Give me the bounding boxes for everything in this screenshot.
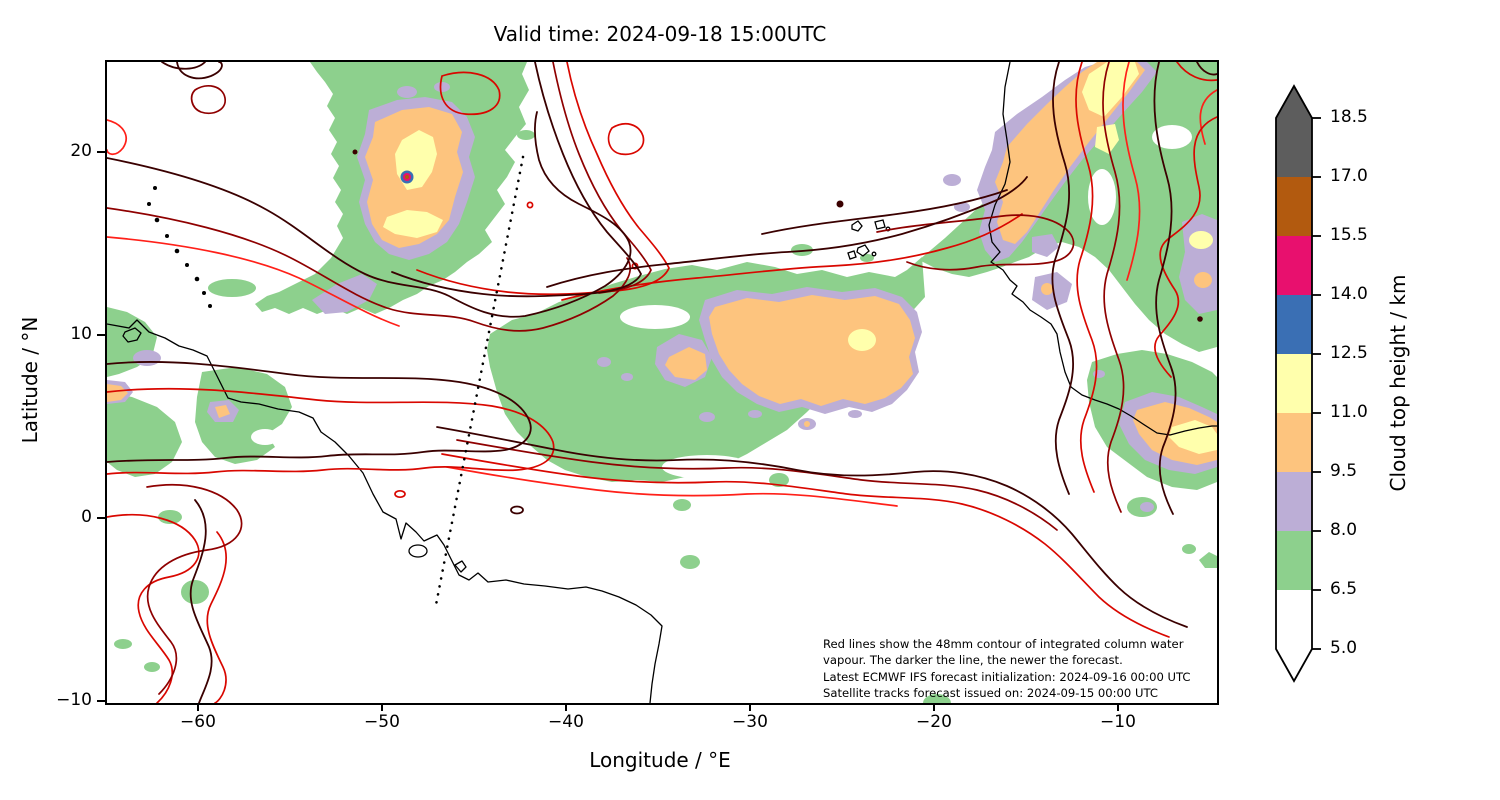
icwv-contours-oldest	[107, 62, 1217, 507]
icwv-contours-old	[107, 62, 1217, 703]
coast-sao-luis	[454, 560, 467, 573]
cb-tick-label: 15.5	[1330, 225, 1368, 245]
cb-seg-11.0-9.5	[1276, 413, 1312, 472]
cb-arrow-over	[1276, 86, 1312, 118]
annotation-line-1: Red lines show the 48mm contour of integ…	[823, 637, 1184, 651]
y-tick-mark	[97, 151, 105, 153]
coast-marajo-island	[408, 544, 428, 558]
x-tick-mark	[381, 703, 383, 711]
cb-seg-15.5-14.0	[1276, 236, 1312, 295]
cb-tick-label: 12.5	[1330, 343, 1368, 363]
lesser-antilles	[147, 186, 212, 308]
x-tick-label: −20	[916, 712, 952, 732]
core-center-brown	[405, 175, 409, 179]
x-tick-label: −10	[1100, 712, 1136, 732]
x-tick-label: −40	[548, 712, 584, 732]
cb-seg-18.5-17.0	[1276, 118, 1312, 177]
y-tick-mark	[97, 334, 105, 336]
coast-africa	[988, 62, 1217, 436]
annotation-line-2: vapour. The darker the line, the newer t…	[823, 653, 1123, 668]
cb-tick-label: 9.5	[1330, 461, 1358, 481]
coastlines	[107, 62, 1217, 703]
forecast-annotation: Red lines show the 48mm contour of integ…	[823, 636, 1191, 702]
cb-tick-label: 17.0	[1330, 166, 1368, 186]
cb-seg-12.5-11.0	[1276, 354, 1312, 413]
x-tick-mark	[1117, 703, 1119, 711]
y-tick-mark	[97, 700, 105, 702]
cb-tick-label: 6.5	[1330, 579, 1358, 599]
y-tick-label: 0	[81, 507, 92, 527]
y-tick-label: 20	[70, 141, 92, 161]
cb-ticks	[1312, 117, 1321, 650]
y-axis-label: Latitude / °N	[18, 316, 42, 444]
x-tick-mark	[749, 703, 751, 711]
cb-tick-label: 8.0	[1330, 520, 1358, 540]
colorbar	[1275, 84, 1321, 683]
cb-tick-label: 11.0	[1330, 402, 1368, 422]
cb-tick-label: 18.5	[1330, 107, 1368, 127]
cb-seg-8.0-6.5	[1276, 531, 1312, 590]
y-tick-mark	[97, 517, 105, 519]
icwv-contours-new	[107, 62, 1125, 695]
cb-seg-9.5-8.0	[1276, 472, 1312, 531]
cloud-fill-yellow	[383, 62, 1217, 454]
x-axis-label: Longitude / °E	[589, 748, 731, 772]
annotation-line-3: Latest ECMWF IFS forecast initialization…	[823, 669, 1191, 684]
cloud-fill-white-gaps	[251, 125, 1192, 479]
x-tick-mark	[933, 703, 935, 711]
coast-south-america	[107, 319, 663, 703]
cb-arrow-under	[1276, 649, 1312, 681]
deep-core	[400, 170, 414, 184]
cb-tick-label: 14.0	[1330, 284, 1368, 304]
map-canvas	[107, 62, 1217, 703]
cb-seg-14.0-12.5	[1276, 295, 1312, 354]
y-tick-label: −10	[56, 690, 92, 710]
x-tick-label: −30	[732, 712, 768, 732]
x-tick-label: −60	[180, 712, 216, 732]
x-tick-mark	[565, 703, 567, 711]
x-tick-mark	[197, 703, 199, 711]
cb-seg-17.0-15.5	[1276, 177, 1312, 236]
cape-verde-islands	[847, 219, 891, 260]
colorbar-label: Cloud top height / km	[1386, 274, 1410, 492]
icwv-contours-newest	[107, 62, 1217, 703]
coast-trinidad	[122, 327, 142, 343]
annotation-line-4: Satellite tracks forecast issued on: 202…	[823, 686, 1158, 701]
islands	[147, 186, 891, 308]
map-axes: Red lines show the 48mm contour of integ…	[105, 60, 1219, 705]
cb-seg-6.5-5.0	[1276, 590, 1312, 649]
page-title: Valid time: 2024-09-18 15:00UTC	[493, 22, 827, 46]
cb-tick-label: 5.0	[1330, 638, 1358, 658]
y-tick-label: 10	[70, 324, 92, 344]
x-tick-label: −50	[364, 712, 400, 732]
